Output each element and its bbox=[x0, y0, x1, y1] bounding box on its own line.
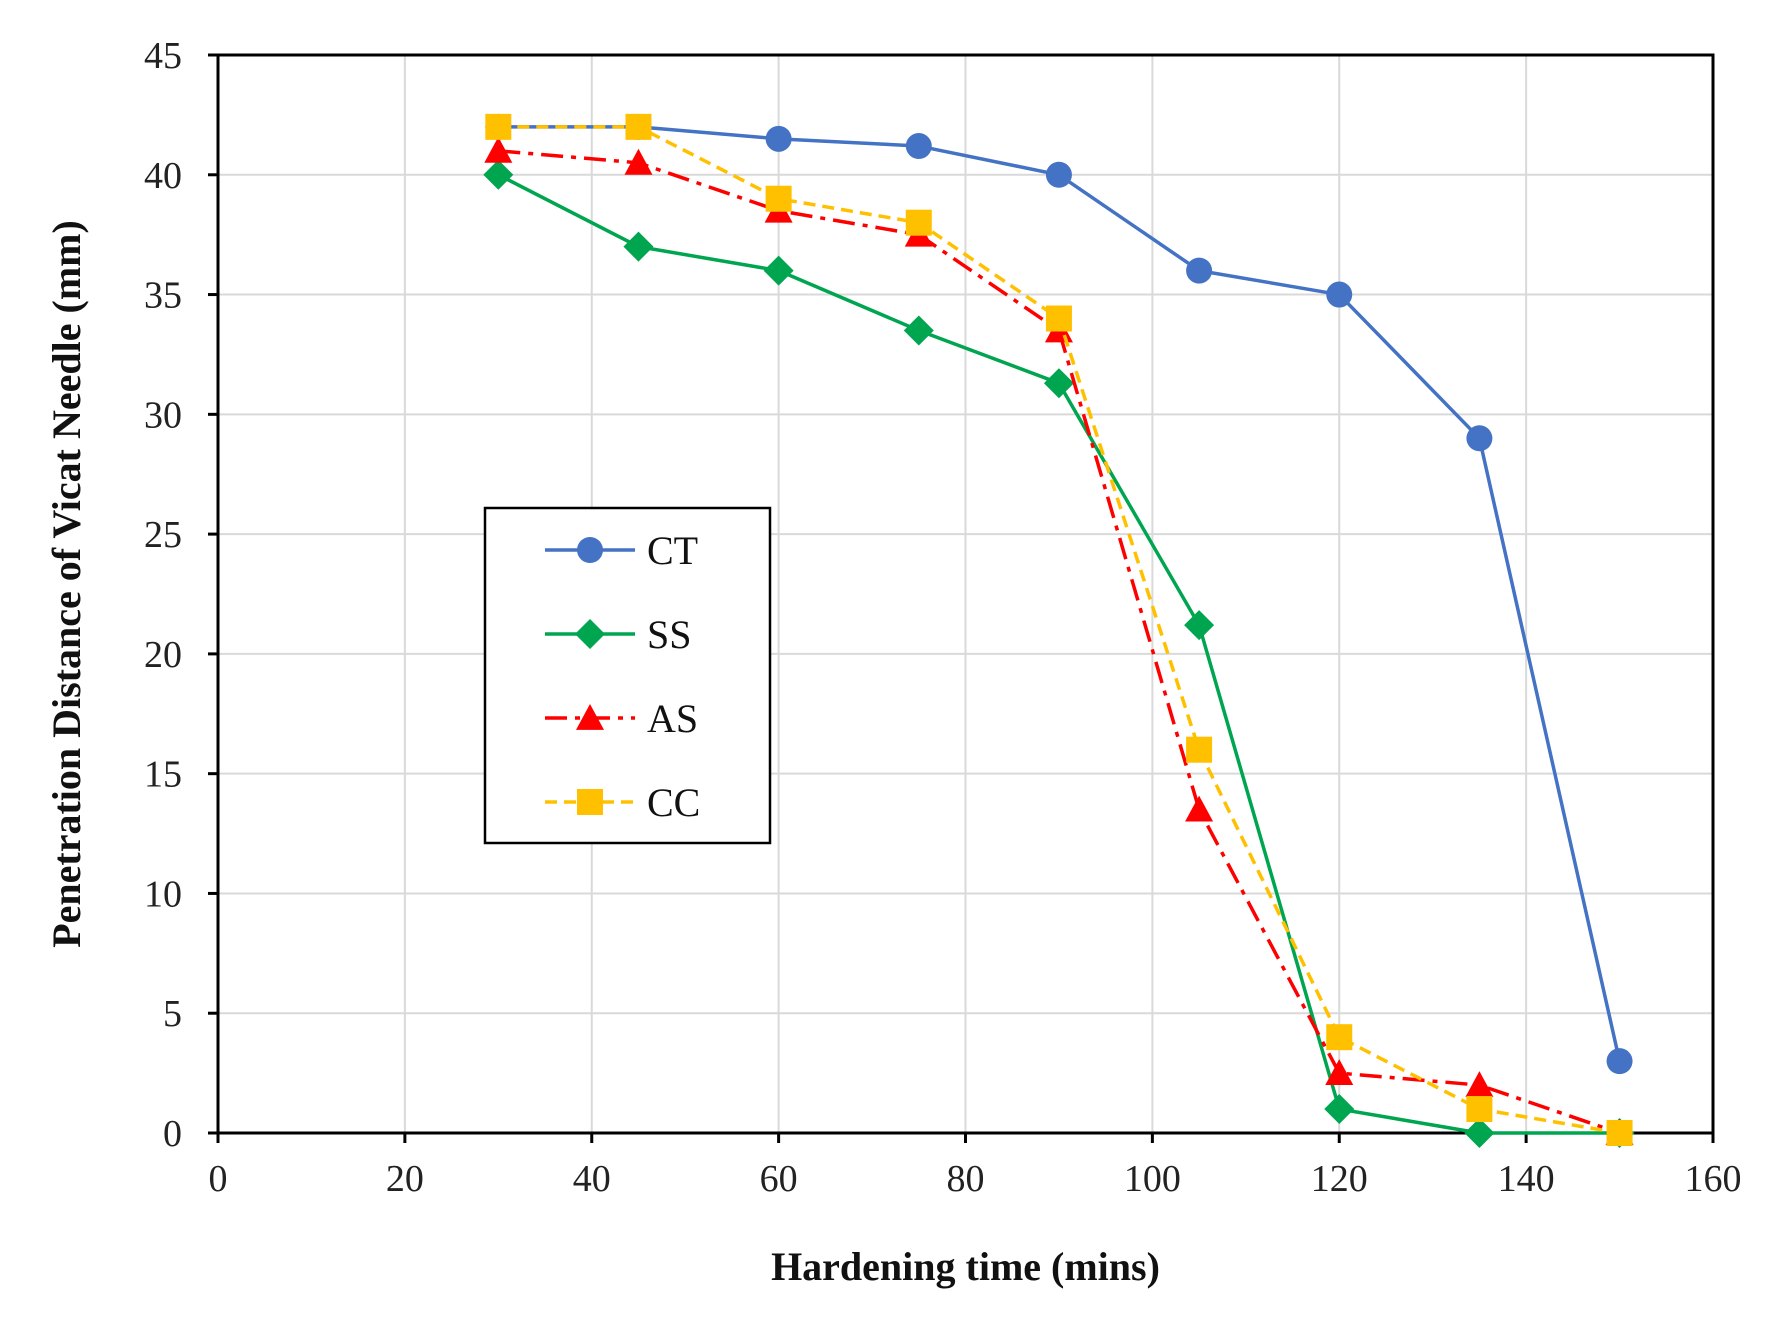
y-tick-label: 25 bbox=[144, 514, 182, 556]
legend-marker-ct bbox=[577, 537, 603, 563]
legend-label-as: AS bbox=[647, 696, 698, 741]
y-tick-label: 0 bbox=[163, 1113, 182, 1155]
data-point-cc bbox=[1466, 1096, 1493, 1123]
data-point-ss bbox=[623, 231, 654, 262]
y-tick-label: 20 bbox=[144, 634, 182, 676]
data-point-cc bbox=[1326, 1024, 1353, 1051]
data-point-ct bbox=[765, 125, 792, 152]
data-point-as bbox=[484, 136, 513, 163]
legend-label-cc: CC bbox=[647, 780, 700, 825]
y-tick-label: 35 bbox=[144, 275, 182, 317]
x-tick-label: 80 bbox=[947, 1158, 985, 1200]
data-point-ct bbox=[905, 133, 932, 160]
series-cc bbox=[485, 113, 1633, 1146]
series-line-as bbox=[498, 149, 1621, 1135]
x-tick-label: 60 bbox=[760, 1158, 798, 1200]
data-point-as bbox=[1465, 1071, 1494, 1097]
data-point-cc bbox=[765, 185, 792, 212]
legend-item-ct: CT bbox=[545, 528, 698, 573]
legend-marker-ss bbox=[575, 619, 605, 649]
y-axis-title: Penetration Distance of Vicat Needle (mm… bbox=[44, 220, 89, 948]
x-tick-label: 0 bbox=[209, 1158, 228, 1200]
y-tick-label: 5 bbox=[163, 993, 182, 1035]
data-point-cc bbox=[1186, 736, 1213, 763]
y-tick-label: 10 bbox=[144, 873, 182, 915]
gridlines bbox=[217, 54, 1714, 1134]
x-tick-label: 140 bbox=[1498, 1158, 1555, 1200]
x-tick-label: 100 bbox=[1124, 1158, 1181, 1200]
data-point-ct bbox=[1186, 257, 1213, 284]
data-point-ct bbox=[1606, 1048, 1633, 1075]
legend-marker-cc bbox=[577, 789, 603, 815]
legend-item-ss: SS bbox=[545, 612, 692, 657]
data-point-ss bbox=[763, 255, 794, 286]
data-point-as bbox=[1185, 795, 1214, 822]
data-point-ss bbox=[903, 315, 934, 346]
data-point-ss bbox=[483, 159, 514, 190]
legend-item-as: AS bbox=[545, 696, 698, 741]
data-point-as bbox=[624, 148, 653, 175]
series-layer bbox=[483, 113, 1635, 1148]
data-point-cc bbox=[1606, 1120, 1633, 1146]
data-point-ct bbox=[1045, 161, 1072, 188]
x-tick-label: 20 bbox=[386, 1158, 424, 1200]
legend-label-ss: SS bbox=[647, 612, 692, 657]
x-tick-label: 120 bbox=[1311, 1158, 1368, 1200]
data-point-ss bbox=[1464, 1118, 1495, 1148]
data-point-cc bbox=[905, 209, 932, 236]
data-point-ct bbox=[1326, 281, 1353, 308]
data-point-cc bbox=[625, 113, 652, 140]
data-point-ss bbox=[1184, 610, 1215, 641]
x-tick-label: 40 bbox=[573, 1158, 611, 1200]
x-tick-label: 160 bbox=[1685, 1158, 1742, 1200]
x-axis-title: Hardening time (mins) bbox=[771, 1244, 1160, 1289]
legend-label-ct: CT bbox=[647, 528, 698, 573]
legend-box bbox=[483, 506, 772, 845]
data-point-ss bbox=[1043, 368, 1074, 399]
data-point-as bbox=[1325, 1059, 1354, 1086]
y-tick-label: 30 bbox=[144, 394, 182, 436]
legend-item-cc: CC bbox=[545, 780, 700, 825]
axis-ticks: 0 20 40 60 80 100 120 140 160 0 5 10 15 20 25 30 35 40 45 bbox=[144, 35, 1742, 1200]
data-point-ct bbox=[1466, 425, 1493, 452]
y-tick-label: 45 bbox=[144, 35, 182, 77]
legend: CT SS AS CC bbox=[483, 506, 772, 845]
data-point-cc bbox=[1045, 305, 1072, 332]
legend-marker-as bbox=[576, 704, 604, 730]
data-point-cc bbox=[485, 113, 512, 140]
y-tick-label: 15 bbox=[144, 754, 182, 796]
y-tick-label: 40 bbox=[144, 155, 182, 197]
data-point-ss bbox=[1324, 1094, 1355, 1125]
